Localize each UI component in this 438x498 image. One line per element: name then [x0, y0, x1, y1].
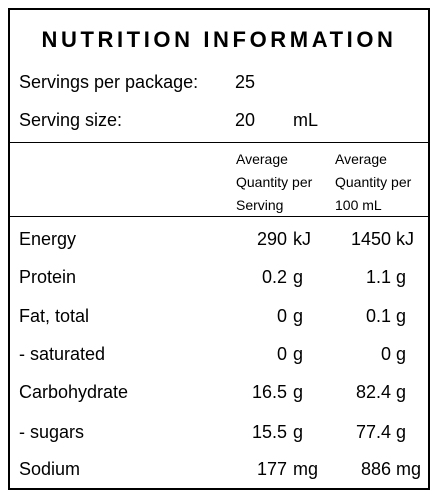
- column-header-per-serving: Average Quantity per Serving: [236, 148, 312, 217]
- per-serving-unit: g: [293, 422, 304, 442]
- servings-label: Servings per package:: [19, 72, 199, 92]
- per-serving-unit: g: [293, 267, 304, 287]
- per-100-unit: g: [396, 344, 407, 364]
- nutrient-row-sodium: Sodium 177 mg 886 mg: [10, 455, 428, 485]
- per-100-value: 886: [360, 459, 391, 479]
- per-100-unit: g: [396, 382, 407, 402]
- column-header-line: Serving: [236, 197, 284, 213]
- column-header-line: Quantity per: [236, 174, 313, 190]
- nutrient-name: Fat, total: [19, 306, 90, 326]
- nutrient-name: - sugars: [19, 422, 85, 442]
- column-header-line: Average: [335, 151, 387, 167]
- per-serving-unit: g: [293, 382, 304, 402]
- serving-size-row: Serving size: 20 mL: [10, 106, 428, 136]
- per-serving-value: 290: [256, 229, 287, 249]
- per-serving-value: 0: [276, 344, 287, 364]
- nutrient-name: Protein: [19, 267, 77, 287]
- nutrition-panel: NUTRITION INFORMATION Servings per packa…: [8, 8, 430, 490]
- per-serving-value: 0.2: [261, 267, 287, 287]
- per-100-value: 1450: [350, 229, 391, 249]
- per-serving-value: 0: [276, 306, 287, 326]
- per-100-unit: g: [396, 306, 407, 326]
- servings-value: 25: [235, 72, 256, 92]
- per-100-value: 1.1: [365, 267, 391, 287]
- per-serving-value: 15.5: [251, 422, 287, 442]
- header-divider: [10, 142, 428, 143]
- servings-per-package-row: Servings per package: 25: [10, 68, 428, 98]
- per-serving-unit: kJ: [293, 229, 311, 249]
- nutrient-row-protein: Protein 0.2 g 1.1 g: [10, 263, 428, 293]
- per-serving-value: 177: [256, 459, 287, 479]
- per-100-unit: kJ: [396, 229, 414, 249]
- per-serving-unit: g: [293, 306, 304, 326]
- per-100-unit: mg: [396, 459, 422, 479]
- column-header-line: 100 mL: [335, 197, 382, 213]
- column-header-per-100ml: Average Quantity per 100 mL: [335, 148, 411, 217]
- nutrient-row-energy: Energy 290 kJ 1450 kJ: [10, 225, 428, 255]
- column-header-line: Average: [236, 151, 288, 167]
- serving-size-unit: mL: [293, 110, 319, 130]
- nutrient-row-sugars: - sugars 15.5 g 77.4 g: [10, 418, 428, 448]
- per-serving-value: 16.5: [251, 382, 287, 402]
- per-100-unit: g: [396, 422, 407, 442]
- nutrient-name: Sodium: [19, 459, 81, 479]
- per-100-unit: g: [396, 267, 407, 287]
- per-100-value: 82.4: [355, 382, 391, 402]
- column-header-divider: [10, 216, 428, 217]
- nutrient-row-saturated: - saturated 0 g 0 g: [10, 340, 428, 370]
- per-serving-unit: mg: [293, 459, 319, 479]
- nutrient-name: - saturated: [19, 344, 106, 364]
- nutrient-row-carbohydrate: Carbohydrate 16.5 g 82.4 g: [10, 378, 428, 408]
- nutrient-row-fat-total: Fat, total 0 g 0.1 g: [10, 302, 428, 332]
- nutrient-name: Carbohydrate: [19, 382, 129, 402]
- per-100-value: 77.4: [355, 422, 391, 442]
- nutrient-name: Energy: [19, 229, 77, 249]
- serving-size-value: 20: [235, 110, 256, 130]
- per-100-value: 0: [380, 344, 391, 364]
- per-serving-unit: g: [293, 344, 304, 364]
- per-100-value: 0.1: [365, 306, 391, 326]
- serving-size-label: Serving size:: [19, 110, 123, 130]
- panel-title: NUTRITION INFORMATION: [41, 27, 397, 52]
- column-header-line: Quantity per: [335, 174, 412, 190]
